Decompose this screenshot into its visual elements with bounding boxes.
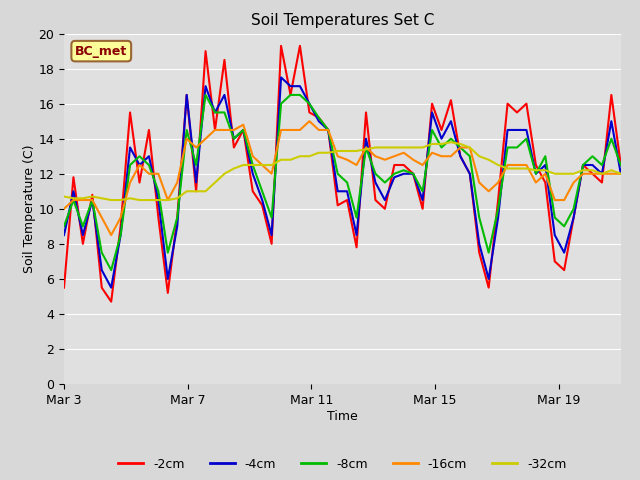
X-axis label: Time: Time (327, 409, 358, 422)
Y-axis label: Soil Temperature (C): Soil Temperature (C) (22, 144, 36, 273)
Legend: -2cm, -4cm, -8cm, -16cm, -32cm: -2cm, -4cm, -8cm, -16cm, -32cm (113, 453, 572, 476)
Text: BC_met: BC_met (75, 45, 127, 58)
Title: Soil Temperatures Set C: Soil Temperatures Set C (251, 13, 434, 28)
